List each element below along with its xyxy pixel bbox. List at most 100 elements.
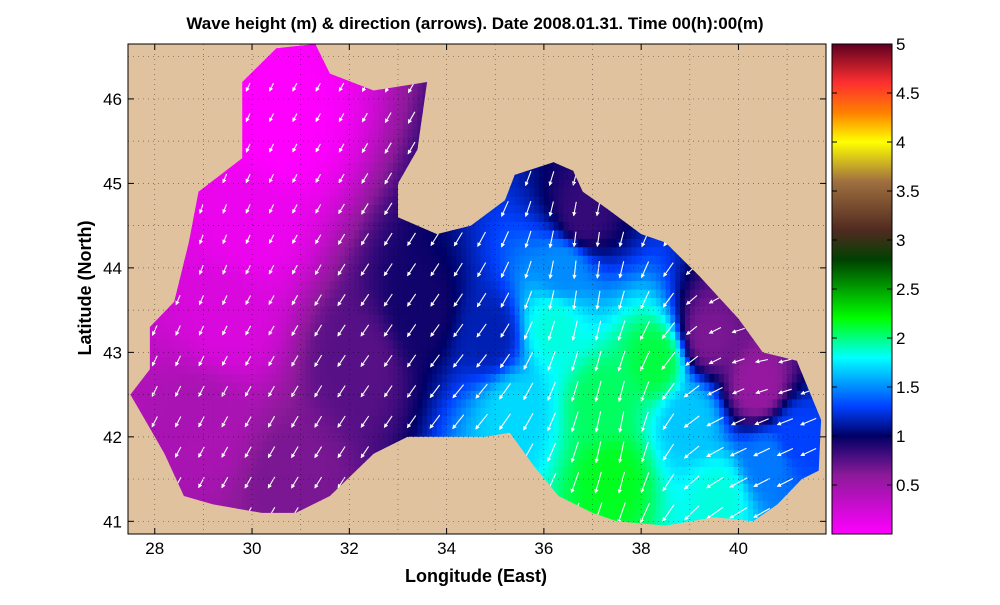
heatmap-cell	[519, 255, 526, 265]
heatmap-cell	[407, 44, 414, 45]
heatmap-cell	[247, 500, 253, 510]
heatmap-cell	[203, 263, 209, 273]
heatmap-cell	[422, 339, 428, 349]
heatmap-cell	[266, 322, 273, 332]
heatmap-cell	[334, 297, 341, 307]
heatmap-cell	[495, 331, 501, 341]
heatmap-cell	[383, 136, 389, 146]
heatmap-cell	[368, 441, 375, 451]
heatmap-cell	[354, 136, 360, 146]
heatmap-cell	[208, 398, 214, 408]
heatmap-cell	[485, 407, 491, 417]
heatmap-cell	[256, 415, 263, 425]
heatmap-cell	[422, 229, 428, 239]
heatmap-cell	[252, 94, 258, 104]
heatmap-cell	[286, 272, 292, 282]
heatmap-cell	[393, 432, 399, 442]
heatmap-cell	[368, 103, 375, 113]
heatmap-cell	[378, 221, 384, 231]
heatmap-cell	[261, 86, 268, 96]
heatmap-cell	[475, 398, 482, 408]
heatmap-cell	[373, 322, 380, 332]
heatmap-cell	[247, 145, 253, 155]
heatmap-cell	[329, 424, 336, 434]
heatmap-cell	[485, 381, 491, 391]
heatmap-cell	[261, 153, 268, 163]
heatmap-cell	[514, 339, 521, 349]
heatmap-cell	[179, 348, 185, 358]
heatmap-cell	[407, 153, 414, 163]
heatmap-cell	[222, 305, 229, 315]
heatmap-cell	[373, 381, 380, 391]
heatmap-cell	[256, 153, 263, 163]
heatmap-cell	[237, 407, 243, 417]
heatmap-cell	[456, 272, 462, 282]
heatmap-cell	[276, 111, 282, 121]
heatmap-cell	[363, 204, 370, 214]
heatmap-cell	[505, 196, 511, 206]
heatmap-cell	[432, 263, 438, 273]
heatmap-cell	[169, 458, 175, 467]
heatmap-cell	[174, 407, 180, 417]
heatmap-cell	[490, 381, 496, 391]
heatmap-cell	[164, 331, 170, 341]
heatmap-cell	[183, 339, 190, 349]
heatmap-cell	[208, 204, 214, 214]
heatmap-cell	[388, 373, 394, 383]
heatmap-cell	[237, 187, 243, 197]
heatmap-cell	[378, 136, 384, 146]
heatmap-cell	[446, 415, 453, 425]
heatmap-cell	[388, 94, 394, 104]
heatmap-cell	[373, 187, 380, 197]
heatmap-cell	[252, 145, 258, 155]
heatmap-cell	[164, 424, 170, 434]
heatmap-cell	[276, 390, 282, 400]
heatmap-cell	[276, 432, 282, 442]
heatmap-cell	[524, 170, 530, 180]
heatmap-cell	[359, 204, 365, 214]
heatmap-cell	[276, 153, 282, 163]
heatmap-cell	[300, 381, 307, 391]
heatmap-cell	[534, 449, 540, 459]
heatmap-cell	[432, 398, 438, 408]
heatmap-cell	[261, 44, 268, 45]
heatmap-cell	[183, 449, 190, 459]
heatmap-cell	[359, 94, 365, 104]
heatmap-cell	[232, 424, 239, 434]
heatmap-cell	[261, 432, 268, 442]
heatmap-cell	[222, 229, 229, 239]
heatmap-cell	[247, 196, 253, 206]
heatmap-cell	[329, 331, 336, 341]
heatmap-cell	[529, 246, 535, 256]
heatmap-cell	[252, 322, 258, 332]
heatmap-cell	[529, 390, 535, 400]
heatmap-cell	[193, 407, 200, 417]
heatmap-cell	[417, 111, 423, 121]
heatmap-cell	[329, 145, 336, 155]
heatmap-cell	[305, 145, 311, 155]
heatmap-cell	[402, 373, 409, 383]
heatmap-cell	[222, 221, 229, 231]
heatmap-cell	[402, 94, 409, 104]
heatmap-cell	[305, 255, 311, 265]
heatmap-cell	[325, 449, 331, 459]
heatmap-cell	[261, 221, 268, 231]
heatmap-cell	[159, 381, 166, 391]
heatmap-cell	[310, 466, 316, 476]
heatmap-cell	[500, 305, 506, 315]
heatmap-cell	[271, 52, 277, 62]
heatmap-cell	[325, 162, 331, 172]
heatmap-cell	[388, 128, 394, 138]
heatmap-cell	[276, 179, 282, 189]
heatmap-cell	[276, 187, 282, 197]
heatmap-cell	[475, 373, 482, 383]
heatmap-cell	[427, 305, 433, 315]
heatmap-cell	[208, 491, 214, 501]
heatmap-cell	[183, 280, 190, 290]
heatmap-cell	[519, 398, 526, 408]
heatmap-cell	[227, 424, 234, 434]
heatmap-cell	[169, 44, 175, 45]
heatmap-cell	[252, 365, 258, 374]
heatmap-cell	[485, 280, 491, 290]
heatmap-cell	[325, 120, 331, 129]
